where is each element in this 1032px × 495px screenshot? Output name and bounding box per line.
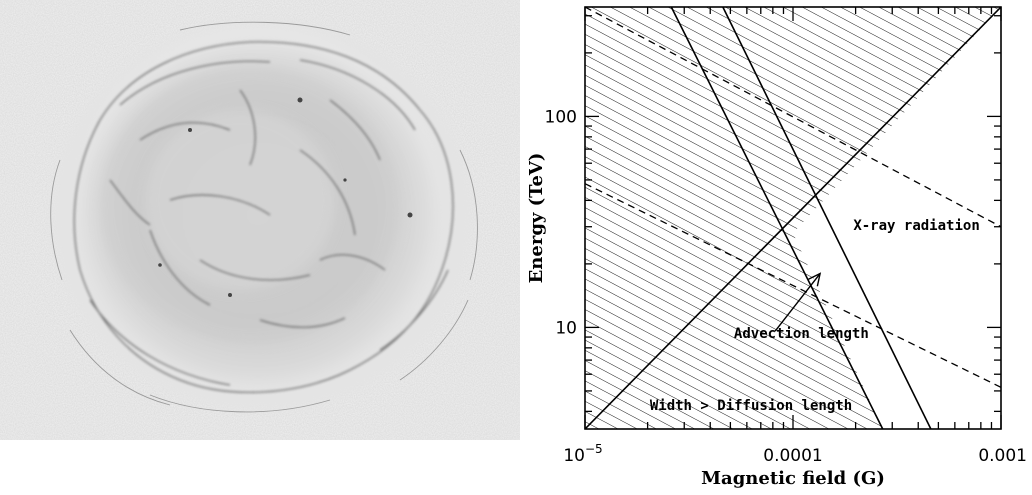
energy-field-plot: 10−5 0.0001 0.001 10 100 X-ray radiation Advec… (520, 0, 1032, 491)
nebula-image-panel (0, 0, 520, 440)
series-line-4 (585, 7, 1001, 228)
y-tick-label: 100 (545, 107, 577, 127)
x-axis-title: Magnetic field (G) (701, 468, 885, 489)
plot-frame (584, 6, 1002, 430)
x-tick-label: 10−5 (563, 442, 602, 466)
series-line-5 (585, 183, 1001, 388)
series-line-3 (722, 7, 932, 429)
annotation-label: X-ray radiation (853, 218, 979, 234)
y-axis-title: Energy (TeV) (526, 153, 547, 284)
plot-svg: 10−5 0.0001 0.001 10 100 X-ray radiation Advec… (526, 6, 1027, 489)
annotation-label: Width > Diffusion length (650, 398, 852, 414)
y-tick-label: 10 (555, 318, 577, 338)
arrow-shaft (774, 273, 821, 332)
arrow-head (808, 272, 822, 287)
supernova-remnant-image-icon (0, 0, 520, 440)
annotation-label: Advection length (734, 326, 869, 342)
series-line-2 (670, 7, 884, 429)
series-line-1 (585, 7, 1001, 429)
x-tick-label: 0.0001 (763, 446, 822, 466)
x-tick-label: 0.001 (978, 446, 1027, 466)
